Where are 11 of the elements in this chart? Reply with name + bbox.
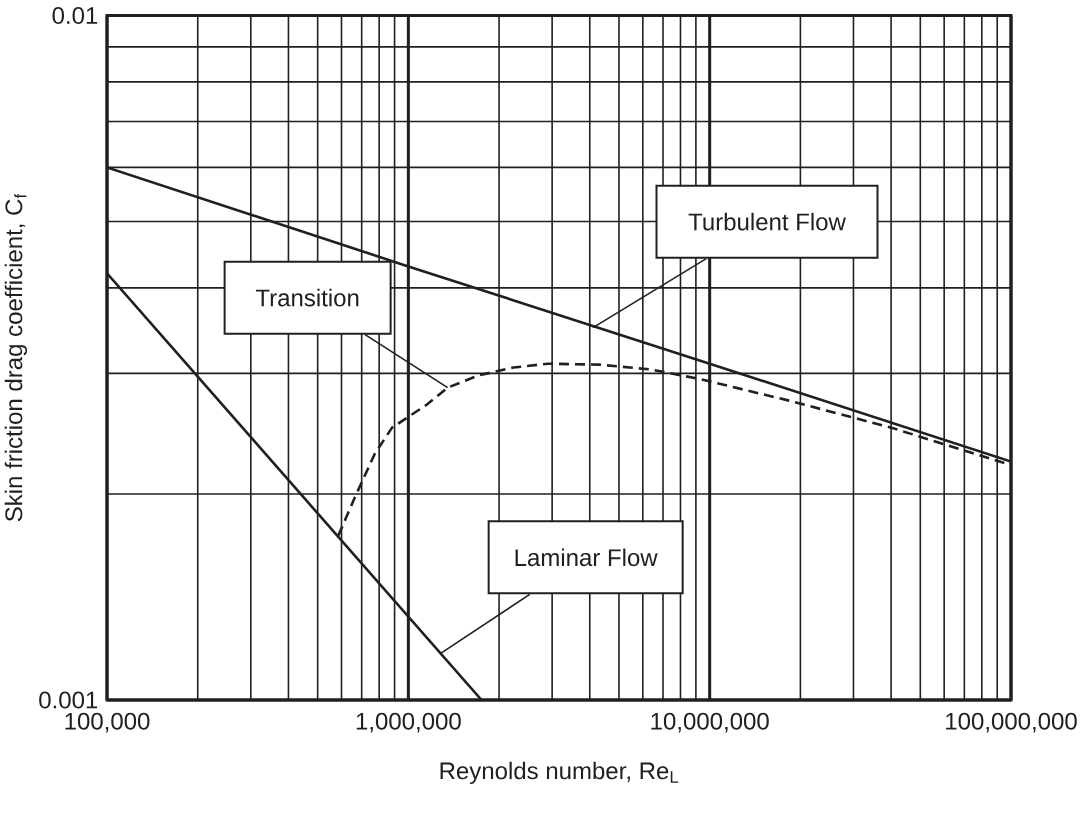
x-axis-title: Reynolds number, Re$_{L}$ bbox=[440, 761, 679, 785]
annotation: Laminar Flow bbox=[515, 548, 658, 567]
annotation: Transition bbox=[255, 288, 359, 307]
x-tick-label: 100,000,000 bbox=[946, 712, 1077, 733]
y-axis-title: Skin friction drag coefficient, C$_{f}$ bbox=[4, 193, 28, 522]
y-tick-label: 0.01 bbox=[52, 7, 98, 24]
x-tick-label: 100,000 bbox=[65, 712, 150, 733]
x-tick-label: 10,000,000 bbox=[651, 712, 769, 733]
annotation: Turbulent Flow bbox=[688, 212, 846, 231]
y-tick-label: 0.001 bbox=[39, 691, 98, 709]
x-tick-label: 1,000,000 bbox=[356, 712, 461, 733]
